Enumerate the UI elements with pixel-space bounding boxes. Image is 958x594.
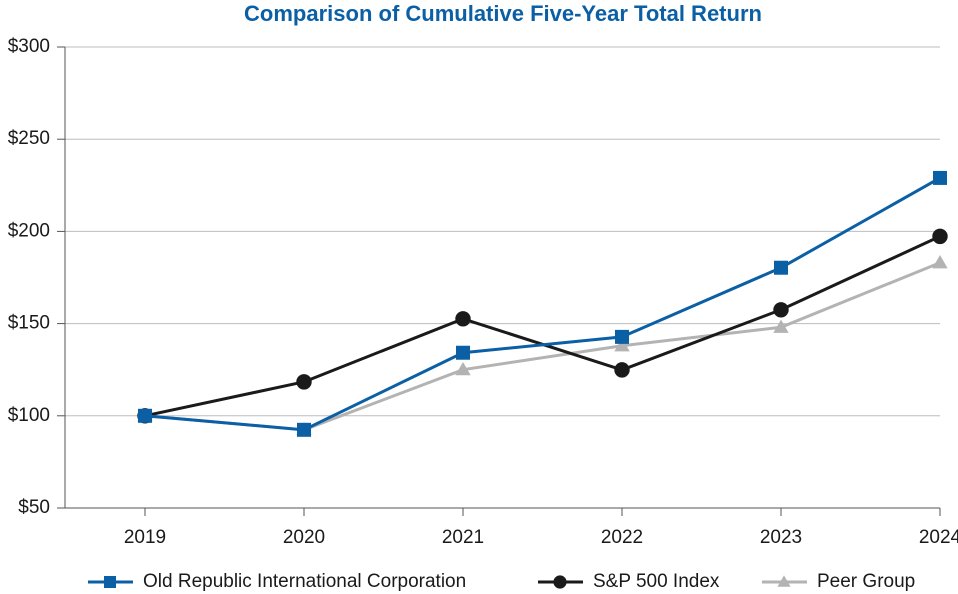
x-tick-label: 2021 bbox=[442, 527, 484, 548]
data-point bbox=[455, 311, 471, 327]
data-point bbox=[296, 374, 312, 390]
legend-label: Peer Group bbox=[817, 571, 915, 592]
x-tick-label: 2019 bbox=[124, 527, 166, 548]
data-point bbox=[456, 345, 470, 360]
data-point bbox=[932, 255, 948, 269]
y-tick-label: $200 bbox=[8, 220, 50, 241]
legend-label: Old Republic International Corporation bbox=[143, 571, 466, 592]
x-tick-label: 2020 bbox=[283, 527, 325, 548]
legend-marker bbox=[104, 576, 116, 588]
data-point bbox=[455, 362, 471, 376]
data-point bbox=[615, 329, 629, 344]
x-tick-label: 2023 bbox=[760, 527, 802, 548]
legend-marker bbox=[553, 575, 567, 589]
x-tick-label: 2022 bbox=[601, 527, 643, 548]
y-tick-label: $300 bbox=[8, 36, 50, 57]
legend-marker bbox=[777, 575, 791, 587]
series-line bbox=[144, 235, 941, 418]
data-point bbox=[932, 228, 948, 245]
data-point bbox=[774, 260, 788, 275]
y-tick-label: $100 bbox=[8, 405, 50, 426]
data-point bbox=[614, 362, 630, 378]
y-tick-label: $250 bbox=[8, 128, 50, 149]
data-point bbox=[138, 408, 152, 423]
chart-title: Comparison of Cumulative Five-Year Total… bbox=[244, 1, 762, 26]
y-tick-label: $50 bbox=[18, 497, 50, 518]
series-line bbox=[144, 176, 941, 432]
data-point bbox=[773, 302, 789, 318]
data-point bbox=[297, 422, 311, 437]
data-point bbox=[614, 338, 630, 352]
data-point bbox=[773, 319, 789, 333]
data-point bbox=[933, 170, 947, 185]
x-tick-label: 2024 bbox=[919, 527, 958, 548]
y-tick-label: $150 bbox=[8, 313, 50, 334]
legend-label: S&P 500 Index bbox=[593, 571, 720, 592]
